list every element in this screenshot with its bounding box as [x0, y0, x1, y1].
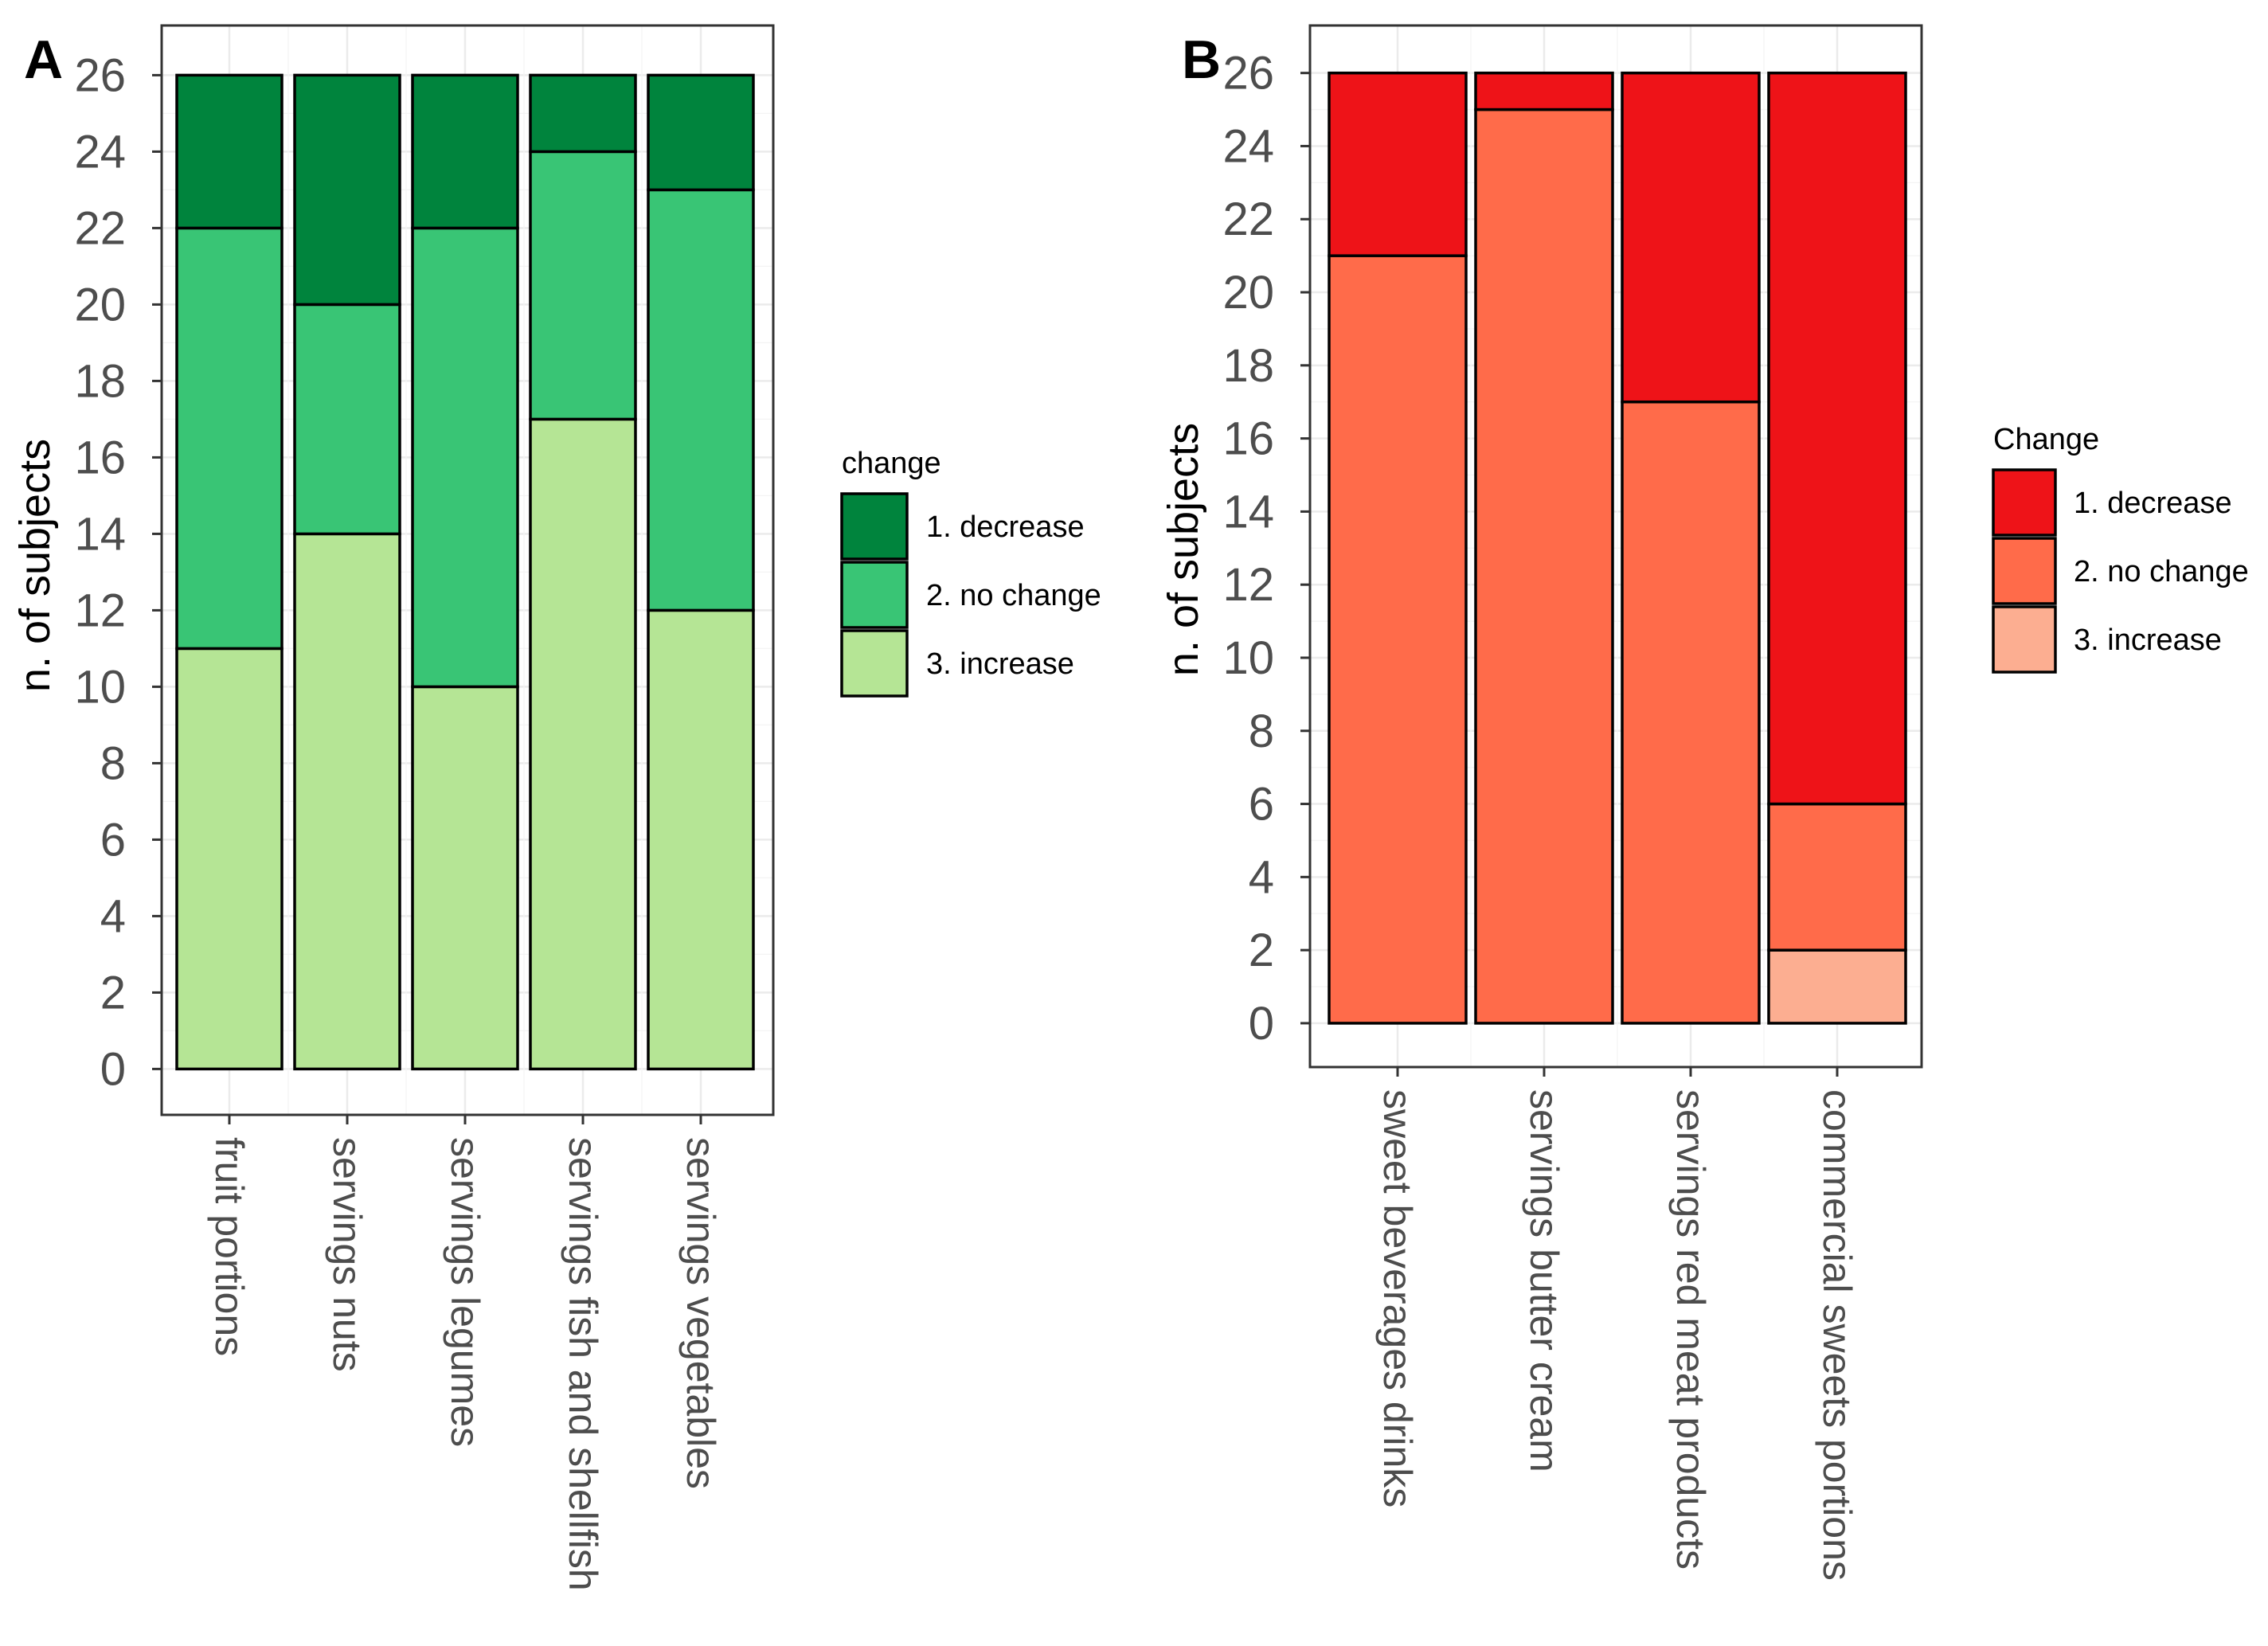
y-tick-label: 6	[1249, 779, 1274, 831]
x-tick-label: commercial sweets portions	[1815, 1089, 1859, 1581]
legend-key-swatch	[840, 561, 909, 629]
y-tick-label: 26	[1222, 48, 1274, 100]
y-tick-label: 22	[74, 202, 126, 254]
plot-border	[160, 24, 775, 1116]
y-tick-label: 20	[74, 279, 126, 330]
y-tick-label: 10	[1222, 632, 1274, 684]
x-tick-label: sweet beverages drinks	[1375, 1089, 1420, 1507]
y-axis-title: n. of subjects	[11, 439, 59, 692]
y-tick-label: 8	[1249, 706, 1274, 757]
y-tick-label: 0	[1249, 998, 1274, 1050]
y-tick-label: 16	[74, 432, 126, 483]
y-tick-label: 16	[1222, 413, 1274, 465]
panel-tag: B	[1182, 29, 1221, 90]
bar-segment	[529, 150, 637, 421]
y-tick-label: 12	[1222, 559, 1274, 611]
bar-segment	[1767, 948, 1907, 1025]
legend-label: 2. no change	[2074, 555, 2249, 588]
legend-key-swatch	[1992, 468, 2057, 537]
bar-segment	[1474, 108, 1614, 1025]
bar-segment	[293, 73, 401, 307]
bar-segment	[1767, 71, 1907, 806]
y-tick-label: 18	[1222, 340, 1274, 392]
y-tick-label: 24	[74, 126, 126, 178]
y-tick-label: 12	[74, 585, 126, 636]
bar-segment	[529, 73, 637, 154]
y-tick-label: 26	[74, 49, 126, 101]
panel-tag: A	[24, 29, 63, 90]
y-tick-label: 14	[1222, 486, 1274, 538]
x-tick-label: servings butter cream	[1522, 1089, 1566, 1472]
bar-segment	[647, 188, 755, 612]
bar-segment	[1328, 71, 1468, 257]
y-tick-label: 20	[1222, 267, 1274, 319]
bar-segment	[175, 73, 284, 230]
x-tick-label: fruit portions	[207, 1137, 252, 1356]
y-tick-label: 2	[100, 967, 126, 1018]
legend-key-swatch	[840, 629, 909, 698]
bar-segment	[411, 226, 519, 689]
x-tick-label: servings red meat products	[1668, 1089, 1713, 1570]
bar-segment	[1621, 71, 1761, 404]
legend-key-swatch	[1992, 537, 2057, 605]
bar-segment	[647, 608, 755, 1071]
legend-title: change	[842, 447, 941, 480]
legend-label: 3. increase	[2074, 624, 2222, 657]
bar-segment	[1328, 254, 1468, 1025]
bar-segment	[293, 532, 401, 1071]
bar-segment	[411, 685, 519, 1071]
x-tick-label: servings legumes	[443, 1137, 487, 1447]
y-tick-label: 24	[1222, 120, 1274, 172]
bar-segment	[293, 303, 401, 536]
legend-key-swatch	[1992, 605, 2057, 674]
legend-key-swatch	[840, 492, 909, 561]
y-tick-label: 8	[100, 737, 126, 789]
bar-segment	[175, 647, 284, 1071]
y-axis-title: n. of subjects	[1159, 423, 1207, 676]
y-tick-label: 18	[74, 355, 126, 407]
legend-label: 1. decrease	[926, 510, 1085, 544]
legend-label: 3. increase	[926, 647, 1074, 681]
bar-segment	[175, 226, 284, 651]
bar-segment	[1767, 802, 1907, 952]
y-tick-label: 2	[1249, 925, 1274, 976]
plot-border	[1308, 24, 1923, 1069]
legend-label: 1. decrease	[2074, 487, 2232, 520]
y-tick-label: 0	[100, 1043, 126, 1095]
y-tick-label: 10	[74, 661, 126, 713]
legend-label: 2. no change	[926, 579, 1101, 612]
y-tick-label: 4	[1249, 851, 1274, 903]
y-tick-label: 22	[1222, 194, 1274, 245]
bar-segment	[1621, 400, 1761, 1025]
x-tick-label: servings nuts	[325, 1137, 370, 1372]
bar-segment	[1474, 71, 1614, 111]
bar-segment	[529, 417, 637, 1071]
y-tick-label: 4	[100, 890, 126, 942]
bar-segment	[411, 73, 519, 230]
x-tick-label: servings vegetables	[678, 1137, 723, 1489]
y-tick-label: 6	[100, 814, 126, 866]
bar-segment	[647, 73, 755, 192]
legend-title: Change	[1993, 423, 2099, 456]
y-tick-label: 14	[74, 508, 126, 560]
x-tick-label: servings fish and shellfish	[561, 1137, 605, 1591]
